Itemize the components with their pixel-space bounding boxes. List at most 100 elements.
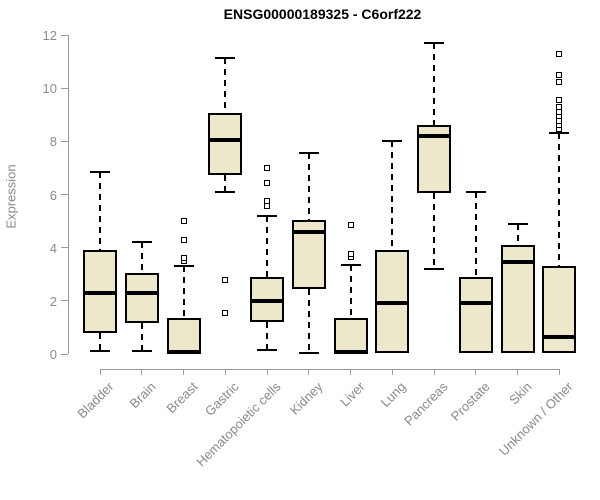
upper-whisker-line — [433, 42, 435, 126]
upper-whisker-cap — [340, 263, 361, 266]
x-axis-tick — [224, 369, 226, 375]
median-line — [124, 290, 159, 295]
y-axis-tick — [61, 34, 68, 36]
x-axis-tick — [266, 369, 268, 375]
y-tick-label: 10 — [42, 81, 57, 97]
x-axis-tick — [350, 369, 351, 375]
x-axis-tick — [99, 369, 101, 375]
outlier-point — [347, 222, 354, 229]
lower-whisker-line — [99, 332, 101, 352]
y-axis-tick — [61, 300, 68, 302]
upper-whisker-cap — [382, 140, 403, 143]
outlier-point — [556, 71, 563, 78]
upper-whisker-line — [99, 171, 101, 251]
median-line — [208, 138, 243, 142]
x-axis-tick — [433, 369, 435, 375]
box-iqr — [208, 113, 243, 175]
lower-whisker-cap — [298, 351, 319, 354]
lower-whisker-cap — [90, 350, 110, 353]
median-line — [458, 301, 493, 306]
outlier-point — [222, 276, 229, 283]
outlier-point — [556, 109, 563, 116]
outlier-point — [264, 198, 270, 205]
y-axis-tick — [61, 353, 68, 355]
y-tick-label: 0 — [49, 347, 57, 362]
outlier-point — [180, 218, 187, 225]
y-axis-tick — [61, 140, 68, 142]
lower-whisker-cap — [215, 190, 236, 193]
y-axis-tick — [61, 247, 68, 249]
upper-whisker-cap — [257, 214, 277, 217]
median-line — [166, 349, 201, 354]
lower-whisker-line — [307, 288, 310, 353]
upper-whisker-line — [224, 57, 227, 114]
box-iqr — [458, 276, 493, 353]
y-tick-label: 6 — [49, 187, 57, 203]
y-axis-tick — [61, 194, 68, 195]
box-iqr — [124, 272, 159, 324]
y-tick-label: 8 — [49, 134, 57, 150]
upper-whisker-cap — [507, 222, 528, 225]
y-axis-line — [68, 35, 69, 354]
median-line — [375, 301, 410, 306]
upper-whisker-cap — [465, 190, 486, 193]
upper-whisker-cap — [298, 152, 319, 155]
outlier-point — [180, 255, 187, 262]
y-tick-label: 12 — [42, 28, 57, 43]
upper-whisker-cap — [90, 170, 110, 173]
upper-whisker-line — [516, 223, 519, 245]
median-line — [542, 334, 577, 339]
box-iqr — [166, 318, 201, 354]
x-axis-tick — [308, 369, 310, 375]
outlier-point — [347, 251, 354, 258]
outlier-point — [264, 179, 270, 186]
outlier-point — [556, 50, 563, 57]
box-iqr — [333, 318, 368, 354]
y-axis-title: Expression — [3, 164, 19, 229]
x-axis-tick — [391, 369, 393, 375]
outlier-point — [180, 236, 187, 243]
lower-whisker-line — [266, 322, 268, 350]
y-tick-label: 2 — [49, 293, 57, 309]
outlier-point — [264, 164, 270, 171]
upper-whisker-line — [391, 141, 394, 251]
y-tick-label: 4 — [49, 240, 57, 256]
median-line — [417, 134, 451, 139]
outlier-point — [264, 203, 270, 210]
lower-whisker-line — [224, 174, 227, 192]
upper-whisker-line — [140, 242, 143, 273]
outlier-point — [556, 78, 563, 85]
upper-whisker-cap — [215, 56, 236, 59]
box-iqr — [542, 266, 577, 353]
upper-whisker-line — [266, 215, 268, 277]
lower-whisker-line — [433, 193, 435, 269]
median-line — [333, 349, 368, 354]
x-axis-tick — [475, 369, 477, 375]
lower-whisker-line — [140, 323, 143, 352]
x-axis-tick — [517, 369, 518, 375]
upper-whisker-cap — [131, 241, 152, 244]
chart-title: ENSG00000189325 - C6orf222 — [223, 6, 422, 22]
upper-whisker-line — [558, 133, 561, 267]
upper-whisker-line — [474, 191, 477, 277]
upper-whisker-line — [182, 266, 185, 319]
lower-whisker-cap — [131, 350, 152, 353]
outlier-point — [556, 118, 563, 125]
median-line — [291, 229, 326, 234]
y-axis-tick — [61, 87, 68, 89]
upper-whisker-cap — [173, 265, 194, 268]
median-line — [83, 290, 117, 295]
upper-whisker-line — [307, 153, 310, 220]
outlier-point — [556, 97, 563, 104]
median-line — [250, 298, 284, 303]
upper-whisker-cap — [549, 132, 570, 135]
lower-whisker-cap — [424, 267, 444, 270]
upper-whisker-cap — [424, 41, 444, 44]
outlier-point — [556, 103, 563, 110]
x-axis-tick — [558, 369, 560, 375]
outlier-point — [222, 309, 229, 316]
lower-whisker-cap — [257, 349, 277, 351]
x-axis-line — [100, 369, 561, 370]
upper-whisker-line — [349, 264, 352, 319]
